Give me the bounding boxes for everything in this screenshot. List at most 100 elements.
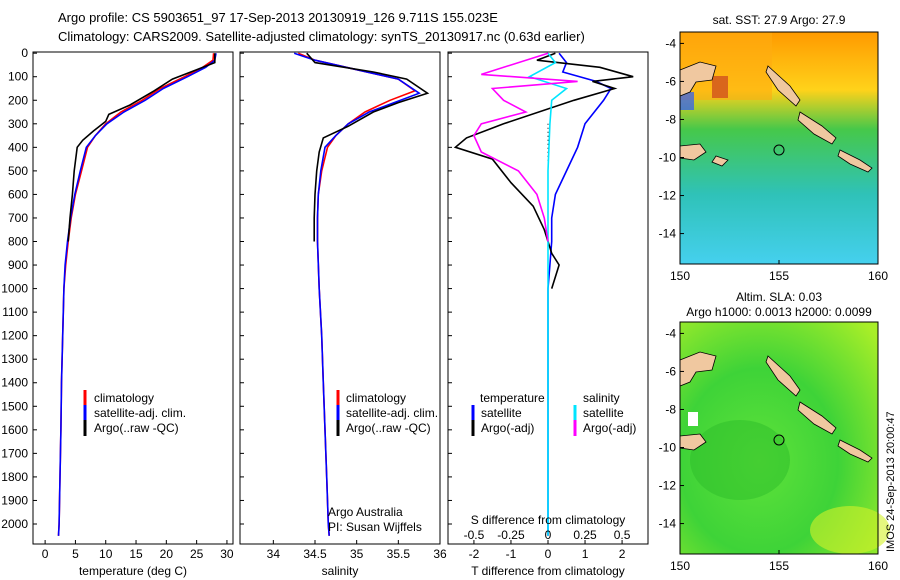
depth-tick-label: 1600 xyxy=(1,423,28,437)
series-argo xyxy=(67,53,216,242)
depth-tick-label: 100 xyxy=(8,70,28,84)
series-satellite xyxy=(57,53,217,536)
salinity-panel: 34 34.5 35 35.5 36 salinity climatology sate… xyxy=(239,51,447,578)
x-tick-label: 34 xyxy=(267,547,281,561)
depth-tick-label: 200 xyxy=(8,93,28,107)
x-tick-label: 35 xyxy=(350,547,364,561)
x-tick-label: 20 xyxy=(160,547,174,561)
s-tick-label: 0.25 xyxy=(573,528,597,542)
series-climatology xyxy=(57,53,215,536)
salinity-series xyxy=(293,52,430,536)
y-tick-label: -6 xyxy=(665,364,676,378)
bougainville-island xyxy=(797,111,837,145)
imos-timestamp: IMOS 24-Sep-2013 20:00:47 xyxy=(885,411,897,552)
sla-land xyxy=(679,351,873,463)
temperature-xticks: 0 5 10 15 20 25 30 xyxy=(42,540,234,561)
legend-s-argo-label: Argo(-adj) xyxy=(583,421,636,435)
y-tick-label: -4 xyxy=(665,36,676,50)
temperature-xlabel: temperature (deg C) xyxy=(79,564,187,578)
sst-map: sat. SST: 27.9 Argo: 27.9 -4 -6 -8 -10 -12 -1… xyxy=(659,13,889,283)
x-tick-label: 0 xyxy=(545,547,552,561)
difference-top-xticks: -0.5 -0.25 0 0.25 0.5 xyxy=(464,528,631,542)
s-tick-label: -0.25 xyxy=(497,528,525,542)
depth-tick-label: 1500 xyxy=(1,399,28,413)
legend-climatology-label: climatology xyxy=(346,391,406,405)
y-tick-label: -14 xyxy=(659,517,677,531)
sla-low-patch xyxy=(690,420,790,500)
s-difference-label: S difference from climatology xyxy=(471,513,626,527)
x-tick-label: 150 xyxy=(670,559,690,573)
sst-map-yticks: -4 -6 -8 -10 -12 -14 xyxy=(659,36,684,241)
legend-t-argo-label: Argo(-adj) xyxy=(481,421,534,435)
temperature-legend: climatology satellite-adj. clim. Argo(..… xyxy=(83,390,186,436)
difference-xlabel: T difference from climatology xyxy=(471,564,625,578)
series-t-satellite xyxy=(547,52,613,536)
depth-tick-label: 1000 xyxy=(1,282,28,296)
depth-tick-label: 0 xyxy=(21,46,28,60)
argo-location-marker xyxy=(773,144,785,156)
x-tick-label: 155 xyxy=(769,269,789,283)
sla-map-xticks: 150 155 160 xyxy=(670,550,888,573)
title-line-1: Argo profile: CS 5903651_97 17-Sep-2013 … xyxy=(58,10,498,25)
sla-white-patch xyxy=(688,412,698,426)
sst-map-xticks: 150 155 160 xyxy=(670,260,888,283)
y-tick-label: -4 xyxy=(665,326,676,340)
series-argo xyxy=(306,52,430,242)
legend-salinity-header: salinity xyxy=(583,391,620,405)
series-climatology xyxy=(297,52,417,536)
legend-temperature-header: temperature xyxy=(480,391,545,405)
sst-hot-cell xyxy=(712,76,728,98)
bismarck-landmass xyxy=(679,61,717,97)
x-tick-label: 2 xyxy=(619,547,626,561)
x-tick-label: 25 xyxy=(190,547,204,561)
sst-land-gaps xyxy=(680,92,694,110)
depth-tick-label: 800 xyxy=(8,235,28,249)
x-tick-label: 15 xyxy=(129,547,143,561)
salinity-xlabel: salinity xyxy=(322,564,359,578)
sla-map-yticks: -4 -6 -8 -10 -12 -14 xyxy=(659,326,684,531)
salinity-axes xyxy=(239,51,441,545)
x-tick-label: -1 xyxy=(506,547,517,561)
difference-xticks: -2 -1 0 1 2 xyxy=(469,540,626,561)
title-line-2: Climatology: CARS2009. Satellite-adjuste… xyxy=(58,29,585,44)
depth-tick-label: 1200 xyxy=(1,329,28,343)
x-tick-label: 36 xyxy=(433,547,447,561)
x-tick-label: 155 xyxy=(769,559,789,573)
legend-climatology-label: climatology xyxy=(94,391,154,405)
sst-map-title: sat. SST: 27.9 Argo: 27.9 xyxy=(713,13,846,27)
x-tick-label: 160 xyxy=(868,269,888,283)
x-tick-label: 160 xyxy=(868,559,888,573)
x-tick-label: 1 xyxy=(582,547,589,561)
depth-tick-label: 2000 xyxy=(1,517,28,531)
depth-tick-label: 1900 xyxy=(1,493,28,507)
legend-s-satellite-label: satellite xyxy=(583,406,624,420)
legend-argo-label: Argo(..raw -QC) xyxy=(346,421,431,435)
depth-tick-label: 1300 xyxy=(1,352,28,366)
depth-tick-label: 900 xyxy=(8,258,28,272)
solomons-island xyxy=(837,439,873,463)
difference-legend: temperature satellite Argo(-adj) salinit… xyxy=(471,391,636,436)
solomons-island xyxy=(837,149,873,173)
depth-tick-label: 400 xyxy=(8,140,28,154)
sst-land xyxy=(679,61,873,173)
new-ireland-island xyxy=(765,355,801,397)
depth-tick-label: 1100 xyxy=(2,305,28,319)
new-ireland-island xyxy=(765,65,801,107)
legend-argo-label: Argo(..raw -QC) xyxy=(94,421,179,435)
difference-panel: -2 -1 0 1 2 -0.5 -0.25 0 0.25 0.5 T difference f… xyxy=(447,51,649,578)
legend-satellite-label: satellite-adj. clim. xyxy=(346,406,438,420)
x-tick-label: 30 xyxy=(220,547,234,561)
x-tick-label: 150 xyxy=(670,269,690,283)
temperature-axes xyxy=(32,51,234,545)
y-tick-label: -8 xyxy=(665,402,676,416)
y-tick-label: -14 xyxy=(659,227,677,241)
s-tick-label: 0.5 xyxy=(614,528,631,542)
x-tick-label: 0 xyxy=(42,547,49,561)
png-islet xyxy=(711,155,729,167)
x-tick-label: 35.5 xyxy=(387,547,411,561)
depth-tick-label: 300 xyxy=(8,117,28,131)
depth-tick-label: 500 xyxy=(8,164,28,178)
sla-map-title-1: Altim. SLA: 0.03 xyxy=(736,290,822,304)
s-tick-label: 0 xyxy=(545,528,552,542)
